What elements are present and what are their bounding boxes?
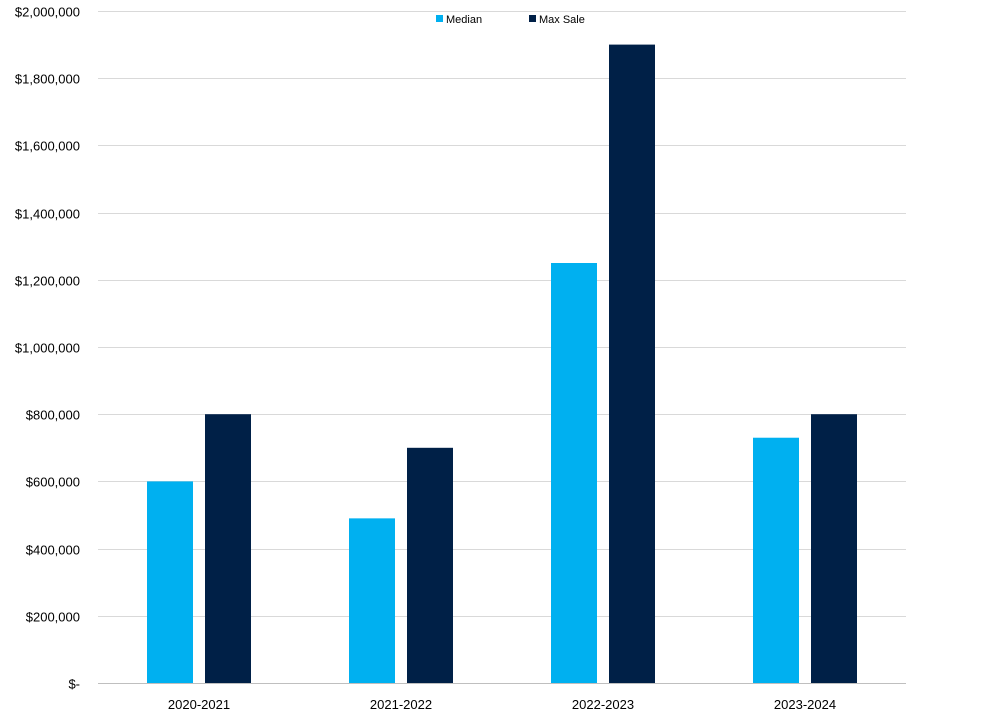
x-tick-label: 2022-2023 xyxy=(572,697,634,712)
legend-swatch xyxy=(436,15,443,22)
bar-median xyxy=(147,481,193,683)
legend: Median Max Sale xyxy=(436,14,585,26)
bar-median xyxy=(753,437,799,683)
y-tick-label: $1,000,000 xyxy=(15,341,80,356)
bar-max-sale xyxy=(205,414,251,683)
y-axis-tick-labels: $- $200,000 $400,000 $600,000 $800,000 $1,000… xyxy=(15,5,80,692)
bars xyxy=(147,44,857,684)
bar-median xyxy=(551,263,597,683)
y-tick-label: $1,600,000 xyxy=(15,139,80,154)
y-tick-label: $- xyxy=(68,677,80,692)
y-tick-label: $400,000 xyxy=(26,543,80,558)
bar-max-sale xyxy=(407,447,453,683)
legend-label: Max Sale xyxy=(539,14,585,26)
bar-median xyxy=(349,518,395,683)
y-tick-label: $1,200,000 xyxy=(15,274,80,289)
bar-max-sale xyxy=(811,414,857,683)
y-tick-label: $1,400,000 xyxy=(15,207,80,222)
x-tick-label: 2020-2021 xyxy=(168,697,230,712)
y-tick-label: $2,000,000 xyxy=(15,5,80,20)
bar-max-sale xyxy=(609,44,655,684)
legend-swatch xyxy=(529,15,536,22)
x-axis-tick-labels: 2020-2021 2021-2022 2022-2023 2023-2024 xyxy=(168,697,836,712)
y-tick-label: $1,800,000 xyxy=(15,72,80,87)
x-tick-label: 2021-2022 xyxy=(370,697,432,712)
y-tick-label: $600,000 xyxy=(26,475,80,490)
legend-label: Median xyxy=(446,14,482,26)
x-tick-label: 2023-2024 xyxy=(774,697,836,712)
y-tick-label: $200,000 xyxy=(26,610,80,625)
y-tick-label: $800,000 xyxy=(26,408,80,423)
